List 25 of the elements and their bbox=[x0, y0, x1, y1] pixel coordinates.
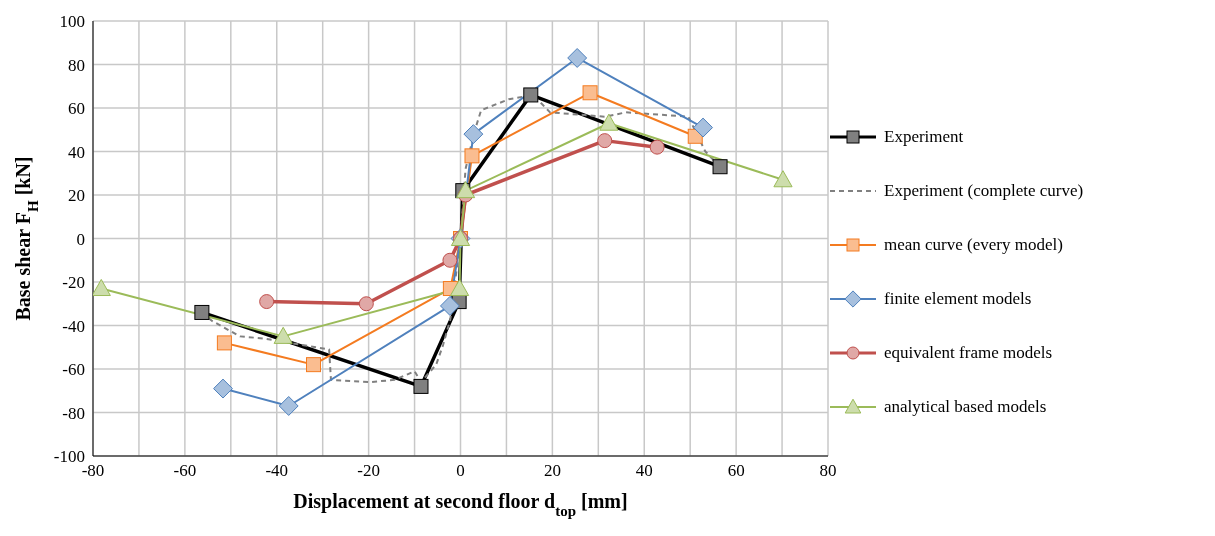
legend-label: analytical based models bbox=[884, 397, 1047, 417]
y-tick-label: -80 bbox=[62, 403, 85, 423]
y-tick-label: 40 bbox=[68, 142, 85, 162]
y-tick-label: 60 bbox=[68, 99, 85, 119]
x-tick-label: 0 bbox=[456, 461, 465, 481]
x-tick-label: -40 bbox=[265, 461, 289, 481]
x-tick-label: 60 bbox=[727, 461, 745, 481]
x-tick-label: 20 bbox=[543, 461, 561, 481]
y-tick-label: -40 bbox=[62, 316, 85, 336]
x-tick-label: -20 bbox=[357, 461, 380, 481]
y-tick-label: 20 bbox=[68, 186, 85, 206]
y-tick-label: 100 bbox=[59, 12, 85, 32]
y-tick-label: 0 bbox=[76, 229, 85, 249]
x-tick-label: -60 bbox=[173, 461, 197, 481]
legend-label: equivalent frame models bbox=[884, 343, 1053, 363]
y-tick-label: 80 bbox=[68, 55, 85, 75]
legend-label: finite element models bbox=[884, 289, 1032, 309]
x-axis-title: Displacement at second floor d$_{top}$ [mm] bbox=[293, 490, 628, 519]
y-tick-label: -20 bbox=[62, 273, 85, 293]
x-tick-label: 40 bbox=[635, 461, 653, 481]
x-tick-label: 80 bbox=[819, 461, 837, 481]
legend-label: mean curve (every model) bbox=[884, 235, 1063, 255]
legend-label: Experiment bbox=[884, 127, 964, 147]
legend-label: Experiment (complete curve) bbox=[884, 181, 1084, 201]
y-tick-label: -60 bbox=[62, 360, 85, 380]
